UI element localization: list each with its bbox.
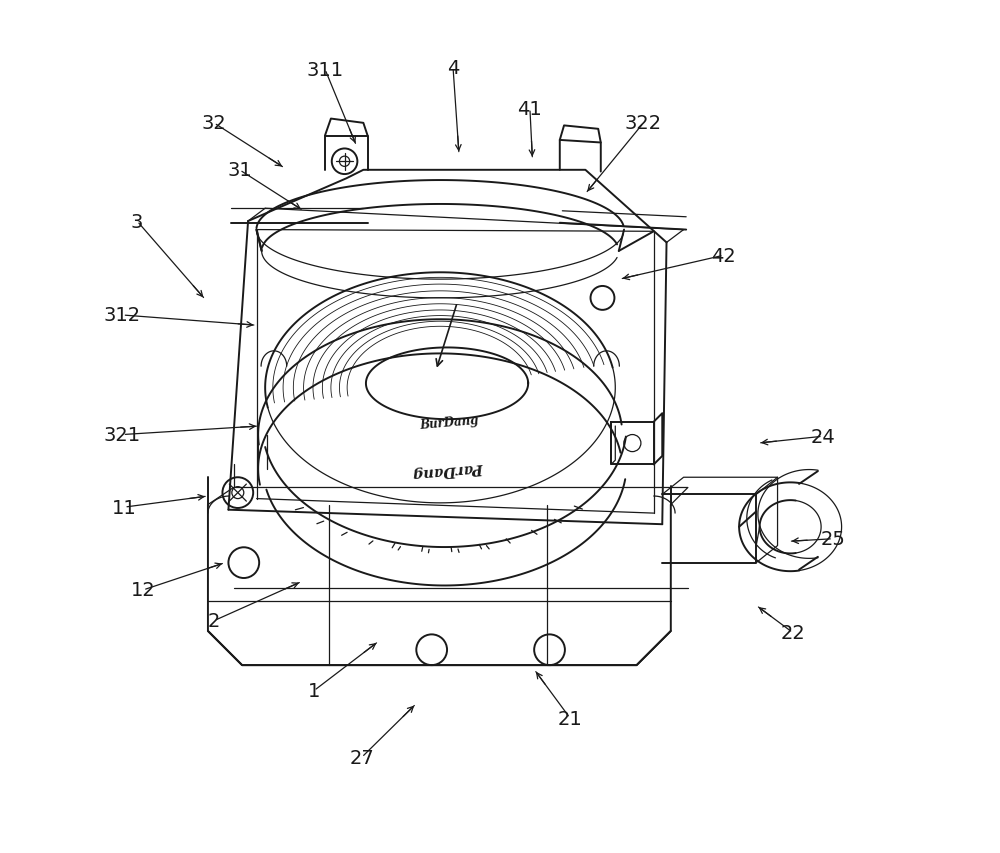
Text: 3: 3 [131,212,143,231]
Text: 24: 24 [810,427,835,446]
Text: BurDang: BurDang [419,413,479,432]
Text: 312: 312 [104,306,141,325]
Text: 12: 12 [131,581,155,600]
Text: 27: 27 [349,748,374,767]
Text: 4: 4 [447,59,459,78]
Text: 21: 21 [558,709,582,728]
Text: 2: 2 [208,612,220,630]
Text: 25: 25 [821,530,845,548]
Text: 42: 42 [711,247,736,265]
Text: 322: 322 [625,114,662,133]
Text: 11: 11 [112,498,137,517]
Text: 41: 41 [518,100,542,119]
Text: 321: 321 [104,426,141,444]
Text: 22: 22 [781,624,805,642]
Text: ParDang: ParDang [413,459,485,479]
Text: 31: 31 [227,161,252,180]
Text: 1: 1 [308,682,320,700]
Text: 311: 311 [306,61,343,79]
Text: 32: 32 [202,114,226,133]
